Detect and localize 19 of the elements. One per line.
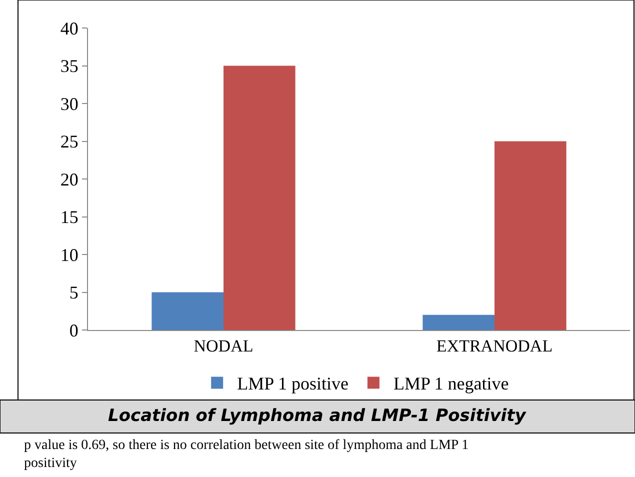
x-tick-label: NODAL <box>194 336 254 356</box>
bar <box>152 292 224 330</box>
legend-label: LMP 1 negative <box>393 374 509 394</box>
text: p value is 0.69, so there is no correlation between site of lymphoma and LMP 1 positivity <box>24 438 469 472</box>
y-tick-label: 5 <box>69 282 78 303</box>
y-tick-label: 20 <box>60 169 78 190</box>
y-tick-label: 15 <box>60 207 78 228</box>
y-tick-label: 10 <box>60 244 78 265</box>
y-tick-label: 25 <box>60 132 78 152</box>
y-tick-label: 35 <box>60 56 78 76</box>
y-tick-label: 40 <box>60 18 78 38</box>
y-tick-label: 30 <box>60 94 78 114</box>
bar <box>422 314 494 330</box>
text: Location of Lymphoma and LMP-1 Positivity <box>108 406 527 426</box>
bar <box>224 66 296 330</box>
bar <box>494 141 566 330</box>
legend-label: LMP 1 positive <box>237 374 348 394</box>
y-tick-label: 0 <box>69 320 78 340</box>
x-tick-label: EXTRANODAL <box>436 336 553 356</box>
